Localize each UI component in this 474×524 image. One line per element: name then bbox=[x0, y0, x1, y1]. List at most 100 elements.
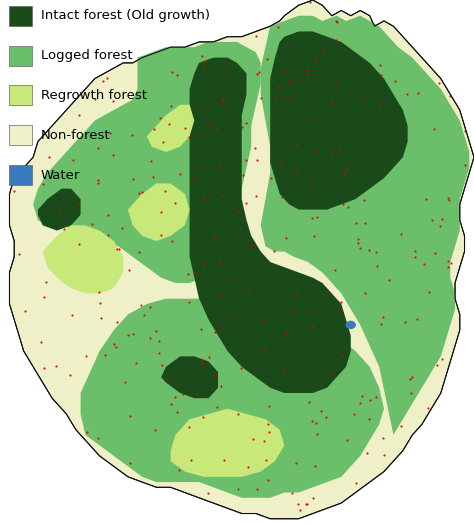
Point bbox=[137, 300, 145, 309]
Point bbox=[175, 465, 182, 474]
Point bbox=[288, 489, 296, 497]
Point bbox=[408, 373, 415, 381]
Point bbox=[211, 328, 219, 336]
Point bbox=[238, 123, 246, 132]
Point bbox=[310, 148, 318, 156]
Point bbox=[152, 327, 159, 335]
Point bbox=[82, 352, 90, 360]
Point bbox=[281, 66, 289, 74]
Point bbox=[308, 213, 316, 222]
Point bbox=[173, 71, 180, 79]
Ellipse shape bbox=[346, 321, 356, 329]
Point bbox=[292, 166, 300, 174]
Point bbox=[149, 173, 156, 181]
Point bbox=[197, 325, 205, 333]
Point bbox=[185, 423, 193, 431]
Point bbox=[306, 0, 313, 6]
Point bbox=[302, 499, 310, 508]
Point bbox=[101, 351, 109, 359]
Point bbox=[107, 128, 114, 137]
Point bbox=[96, 299, 104, 308]
Point bbox=[75, 111, 82, 119]
Point bbox=[307, 307, 315, 315]
Point bbox=[354, 234, 362, 243]
Point bbox=[264, 55, 271, 63]
Point bbox=[198, 359, 206, 368]
Point bbox=[403, 89, 411, 97]
Point bbox=[263, 456, 270, 464]
Polygon shape bbox=[81, 299, 384, 498]
Point bbox=[248, 241, 256, 249]
Point bbox=[257, 94, 265, 102]
Point bbox=[224, 314, 232, 323]
Point bbox=[168, 68, 175, 76]
Point bbox=[341, 168, 348, 177]
Point bbox=[358, 392, 366, 400]
Point bbox=[265, 428, 273, 436]
Point bbox=[37, 338, 45, 346]
Point bbox=[116, 245, 123, 254]
Point bbox=[198, 107, 206, 115]
Point bbox=[200, 62, 208, 71]
Point bbox=[204, 119, 211, 127]
Point bbox=[239, 170, 247, 179]
Point bbox=[444, 257, 451, 265]
Point bbox=[433, 361, 441, 369]
Point bbox=[147, 157, 155, 166]
Point bbox=[237, 364, 245, 373]
Point bbox=[262, 344, 269, 353]
Point bbox=[197, 391, 204, 400]
Point bbox=[296, 506, 303, 515]
Point bbox=[310, 494, 317, 503]
Polygon shape bbox=[147, 105, 194, 152]
Point bbox=[176, 170, 183, 178]
Point bbox=[52, 362, 59, 370]
Point bbox=[431, 248, 438, 257]
Point bbox=[95, 288, 102, 296]
Point bbox=[45, 153, 53, 161]
Point bbox=[114, 245, 121, 253]
Point bbox=[219, 96, 227, 104]
Polygon shape bbox=[190, 58, 351, 393]
Point bbox=[234, 207, 241, 215]
Point bbox=[167, 102, 174, 110]
Polygon shape bbox=[261, 16, 469, 435]
Point bbox=[136, 189, 143, 198]
Point bbox=[328, 149, 336, 157]
Point bbox=[414, 89, 422, 97]
Point bbox=[204, 488, 212, 497]
Point bbox=[173, 408, 181, 416]
Point bbox=[187, 456, 195, 464]
Point bbox=[222, 64, 229, 72]
Point bbox=[436, 222, 444, 230]
FancyBboxPatch shape bbox=[9, 85, 32, 105]
Point bbox=[385, 276, 393, 285]
Point bbox=[126, 458, 134, 467]
Point bbox=[201, 192, 208, 201]
Point bbox=[224, 275, 232, 283]
Point bbox=[42, 278, 50, 286]
Point bbox=[326, 289, 334, 298]
Point bbox=[155, 336, 163, 345]
Point bbox=[68, 311, 75, 319]
Point bbox=[97, 314, 105, 323]
Point bbox=[121, 378, 129, 386]
Point bbox=[75, 240, 83, 248]
Point bbox=[391, 77, 399, 85]
Point bbox=[21, 307, 28, 315]
Point bbox=[317, 407, 325, 415]
Point bbox=[359, 95, 366, 104]
Point bbox=[220, 456, 228, 464]
Point bbox=[305, 398, 313, 406]
Point bbox=[61, 224, 68, 233]
Point bbox=[401, 318, 409, 326]
Point bbox=[162, 375, 170, 383]
Point bbox=[254, 156, 261, 165]
Point bbox=[104, 211, 112, 220]
Point bbox=[303, 70, 311, 79]
Point bbox=[110, 340, 118, 348]
Point bbox=[129, 175, 137, 183]
Point bbox=[353, 478, 360, 487]
Point bbox=[336, 304, 343, 313]
Point bbox=[397, 422, 405, 430]
